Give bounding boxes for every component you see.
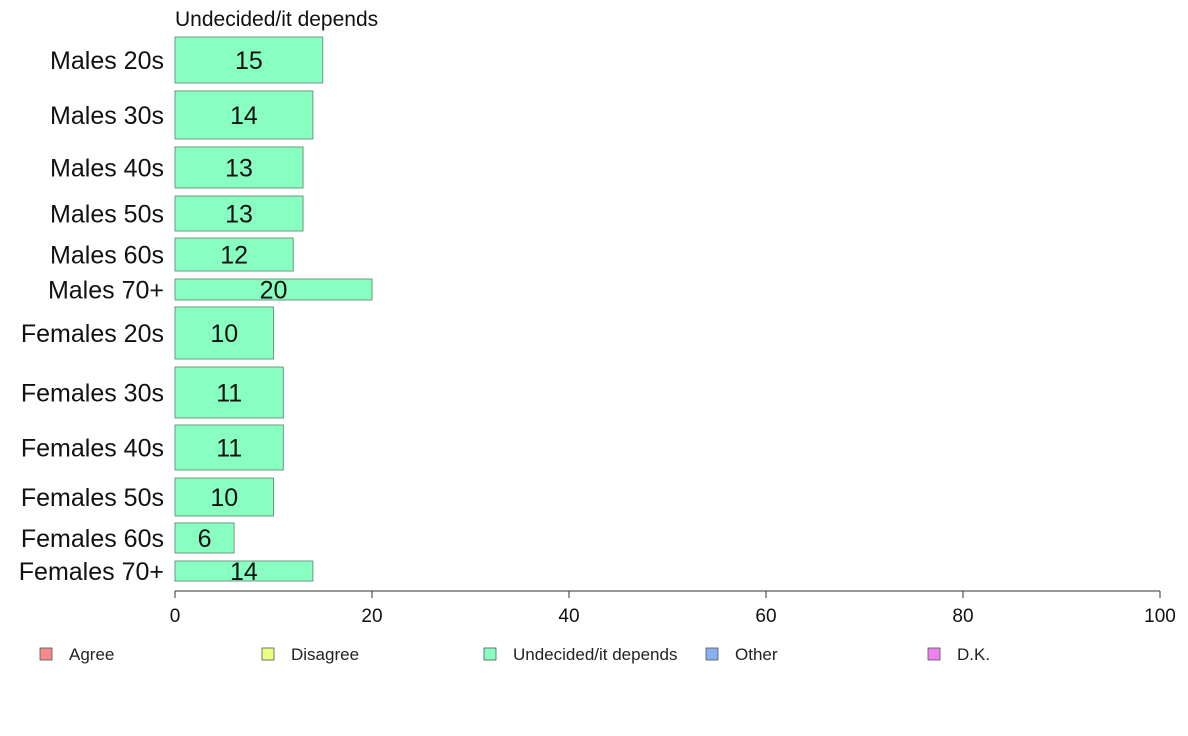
category-label: Females 60s bbox=[21, 525, 164, 553]
category-label: Males 20s bbox=[50, 47, 164, 75]
bar-value-label: 13 bbox=[225, 155, 253, 183]
bar bbox=[174, 522, 235, 554]
legend: Agree Disagree Undecided/it depends Other D.… bbox=[39, 645, 990, 664]
bar bbox=[174, 90, 314, 140]
bar bbox=[174, 560, 314, 582]
category-label: Females 20s bbox=[21, 320, 164, 348]
category-label: Males 30s bbox=[50, 102, 164, 130]
category-label: Males 70+ bbox=[48, 277, 164, 305]
category-label: Males 60s bbox=[50, 242, 164, 270]
bar bbox=[174, 237, 294, 272]
bar bbox=[174, 195, 304, 232]
bar-value-label: 14 bbox=[230, 102, 258, 130]
x-tick-label: 60 bbox=[755, 606, 776, 627]
legend-label: Other bbox=[735, 645, 778, 664]
bar-value-label: 11 bbox=[216, 435, 242, 463]
legend-label: Agree bbox=[69, 645, 114, 664]
legend-swatch bbox=[927, 647, 941, 661]
category-label: Males 50s bbox=[50, 201, 164, 229]
chart-title: Undecided/it depends bbox=[175, 8, 378, 31]
bar bbox=[174, 477, 274, 517]
legend-swatch bbox=[483, 647, 497, 661]
legend-label: Undecided/it depends bbox=[513, 645, 677, 664]
legend-label: Disagree bbox=[291, 645, 359, 664]
category-label: Males 40s bbox=[50, 155, 164, 183]
x-tick-label: 100 bbox=[1144, 606, 1176, 627]
bar-value-label: 10 bbox=[210, 484, 238, 512]
bar-value-label: 11 bbox=[216, 380, 242, 408]
category-label: Females 30s bbox=[21, 380, 164, 408]
legend-swatch bbox=[261, 647, 275, 661]
bar-value-label: 20 bbox=[260, 277, 288, 305]
bar bbox=[174, 278, 373, 301]
category-label: Females 50s bbox=[21, 484, 164, 512]
category-label: Females 70+ bbox=[19, 558, 164, 586]
legend-swatch bbox=[705, 647, 719, 661]
bar bbox=[174, 146, 304, 189]
bar-value-label: 14 bbox=[230, 558, 258, 586]
x-tick-label: 40 bbox=[558, 606, 579, 627]
bar bbox=[174, 36, 324, 84]
bar bbox=[174, 306, 274, 360]
bar-value-label: 6 bbox=[198, 525, 212, 553]
legend-swatch bbox=[39, 647, 53, 661]
bar-value-label: 15 bbox=[235, 47, 263, 75]
bars-group: Males 20s 15 Males 30s 14 Males 40s 13 Males 5… bbox=[19, 36, 373, 586]
bar-value-label: 13 bbox=[225, 201, 253, 229]
x-axis: 0 20 40 60 80 100 bbox=[170, 590, 1176, 627]
bar-value-label: 12 bbox=[220, 242, 248, 270]
legend-label: D.K. bbox=[957, 645, 990, 664]
bar-value-label: 10 bbox=[210, 320, 238, 348]
bar bbox=[174, 366, 284, 419]
bar bbox=[174, 424, 284, 471]
x-tick-label: 80 bbox=[952, 606, 973, 627]
category-label: Females 40s bbox=[21, 435, 164, 463]
x-tick-label: 0 bbox=[170, 606, 181, 627]
x-tick-label: 20 bbox=[361, 606, 382, 627]
